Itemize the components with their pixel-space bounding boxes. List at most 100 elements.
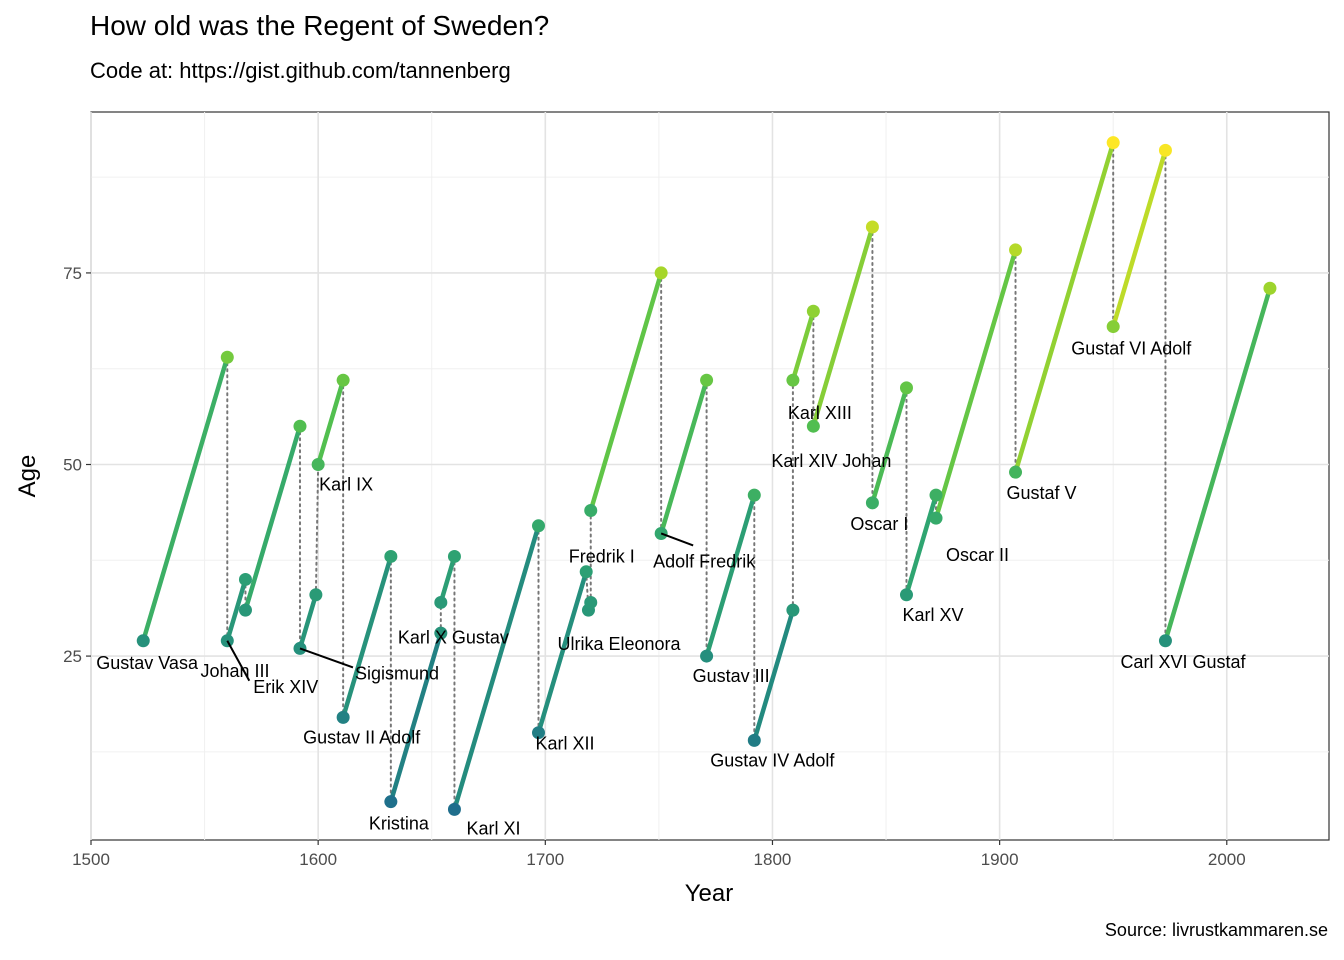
reign-start-point	[929, 511, 943, 525]
reign-start-point	[747, 733, 761, 747]
reign-end-point	[447, 549, 461, 563]
regent-label: Karl XIV Johan	[771, 451, 891, 471]
reign-start-point	[447, 802, 461, 816]
regent-label: Karl XV	[902, 605, 963, 625]
reign-segment	[870, 387, 909, 504]
x-tick-label: 1500	[72, 850, 110, 869]
reign-start-point	[238, 603, 252, 617]
reign-end-point	[434, 626, 448, 640]
reign-start-point	[336, 710, 350, 724]
regent-label: Fredrik I	[569, 546, 635, 566]
reign-end-point	[1106, 136, 1120, 150]
regent-label: Ulrika Eleonora	[557, 634, 681, 654]
x-tick-label: 1900	[981, 850, 1019, 869]
regent-label: Karl XI	[466, 818, 520, 838]
regent-label: Gustaf V	[1007, 483, 1077, 503]
regent-label: Gustav II Adolf	[303, 727, 421, 747]
reign-end-point	[531, 519, 545, 533]
reign-segment	[704, 494, 757, 657]
reign-end-point	[747, 488, 761, 502]
regent-label: Gustav IV Adolf	[710, 750, 835, 770]
chart-title: How old was the Regent of Sweden?	[90, 10, 550, 41]
reign-end-point	[579, 565, 593, 579]
reign-segment	[659, 379, 709, 535]
regent-label: Kristina	[369, 814, 430, 834]
reign-segment	[536, 571, 589, 734]
reign-end-point	[1158, 143, 1172, 157]
reign-segment	[225, 578, 248, 642]
reign-segment	[438, 555, 457, 604]
reign-end-point	[238, 572, 252, 586]
reign-end-point	[1263, 281, 1277, 295]
regent-label: Erik XIV	[253, 677, 318, 697]
regent-label: Karl X Gustav	[398, 627, 509, 647]
reign-end-point	[806, 304, 820, 318]
regent-label: Karl XIII	[788, 403, 852, 423]
reign-end-point	[654, 266, 668, 280]
reign-start-point	[434, 595, 448, 609]
reign-segment	[1111, 149, 1168, 328]
reign-end-point	[584, 595, 598, 609]
label-leader-line	[660, 532, 694, 547]
reign-segment	[752, 609, 796, 742]
regent-label: Oscar II	[946, 545, 1009, 565]
reign-start-point	[899, 588, 913, 602]
reign-segment	[904, 494, 939, 596]
succession-connectors	[226, 141, 1167, 811]
regent-label: Gustav III	[693, 666, 770, 686]
succession-connector	[314, 463, 320, 596]
reign-segment	[1013, 142, 1116, 473]
axes: 1500 1600 1700 1800 1900 2000 25 50 75	[63, 264, 1246, 869]
reign-end-point	[1009, 243, 1023, 257]
reign-start-point	[1158, 634, 1172, 648]
regent-label: Johan III	[200, 661, 269, 681]
reign-end-point	[700, 373, 714, 387]
reign-end-point	[899, 381, 913, 395]
reign-end-point	[336, 373, 350, 387]
regent-label: Adolf Fredrik	[653, 551, 756, 571]
regent-label: Sigismund	[355, 663, 439, 683]
reign-start-point	[865, 496, 879, 510]
reign-segment	[588, 272, 664, 512]
reign-segment	[933, 249, 1018, 519]
reign-start-point	[136, 634, 150, 648]
reign-start-point	[531, 726, 545, 740]
reign-end-point	[293, 419, 307, 433]
reign-segment	[141, 356, 230, 642]
reign-start-point	[786, 373, 800, 387]
reign-segment	[340, 555, 394, 719]
x-tick-label: 1700	[526, 850, 564, 869]
x-axis-title: Year	[685, 880, 734, 907]
regent-label: Karl IX	[319, 475, 373, 495]
label-leader-line	[226, 640, 251, 682]
reign-segments	[141, 142, 1273, 810]
x-tick-label: 2000	[1208, 850, 1246, 869]
regent-label: Gustaf VI Adolf	[1071, 339, 1192, 359]
regent-label: Gustav Vasa	[96, 653, 199, 673]
reign-segment	[388, 632, 443, 803]
regent-label: Oscar I	[850, 514, 908, 534]
x-tick-label: 1800	[754, 850, 792, 869]
y-tick-label: 75	[63, 264, 82, 283]
reign-end-point	[309, 588, 323, 602]
reign-end-point	[865, 220, 879, 234]
y-tick-label: 25	[63, 647, 82, 666]
reign-start-point	[384, 795, 398, 809]
reign-end-point	[384, 549, 398, 563]
reign-start-point	[806, 419, 820, 433]
reign-segment	[811, 226, 875, 427]
plot-panel	[90, 111, 1330, 841]
reign-segment	[315, 379, 346, 466]
reign-start-point	[700, 649, 714, 663]
reign-end-point	[929, 488, 943, 502]
x-tick-label: 1600	[299, 850, 337, 869]
reign-segment	[297, 594, 319, 650]
y-axis-title: Age	[14, 455, 41, 498]
label-leader-line	[299, 647, 354, 669]
grid-major	[90, 112, 1329, 840]
reign-segment	[1163, 287, 1273, 642]
y-tick-label: 50	[63, 456, 82, 475]
reign-segment	[452, 525, 541, 810]
